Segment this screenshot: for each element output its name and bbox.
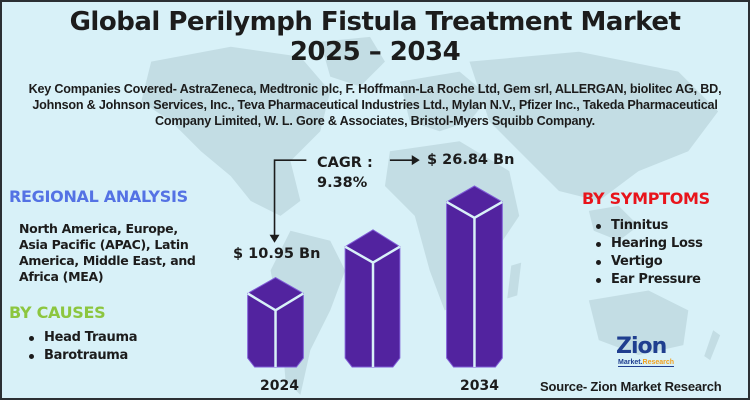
title-line-1: Global Perilymph Fistula Treatment Marke… (69, 7, 681, 37)
year-2034-label: 2034 (460, 378, 499, 394)
page-title: Global Perilymph Fistula Treatment Marke… (2, 7, 748, 67)
logo-sub-right: Research (642, 359, 675, 366)
list-item: Tinnitus (594, 217, 703, 235)
title-line-2: 2025 – 2034 (289, 37, 461, 67)
end-value-label: $ 26.84 Bn (427, 152, 515, 168)
causes-list: Head Trauma Barotrauma (27, 329, 138, 365)
regional-analysis-text: North America, Europe, Asia Pacific (APA… (19, 221, 196, 284)
by-causes-heading: BY CAUSES (9, 303, 106, 322)
year-2024-label: 2024 (260, 378, 299, 394)
list-item: Barotrauma (27, 347, 137, 365)
cagr-label: CAGR : 9.38% (317, 153, 373, 193)
zion-logo: Zion Market.Research (616, 334, 682, 372)
by-symptoms-heading: BY SYMPTOMS (582, 189, 710, 208)
list-item: Ear Pressure (594, 271, 703, 289)
bar-2024 (247, 276, 305, 368)
bar-middle (344, 229, 401, 368)
logo-wordmark: Zion (616, 334, 667, 359)
regional-analysis-heading: REGIONAL ANALYSIS (9, 187, 188, 206)
symptoms-list: Tinnitus Hearing Loss Vertigo Ear Pressu… (594, 217, 703, 289)
list-item: Head Trauma (27, 329, 138, 347)
cagr-title: CAGR : (317, 155, 373, 171)
list-item: Vertigo (594, 253, 703, 271)
start-value-label: $ 10.95 Bn (233, 246, 321, 262)
list-item: Hearing Loss (594, 235, 703, 253)
cagr-value: 9.38% (317, 175, 368, 191)
bar-2034 (445, 185, 503, 368)
logo-subtitle: Market.Research (618, 359, 675, 367)
logo-sub-left: Market. (618, 359, 643, 366)
source-text: Source- Zion Market Research (540, 379, 722, 394)
key-companies-text: Key Companies Covered- AstraZeneca, Medt… (28, 82, 722, 128)
